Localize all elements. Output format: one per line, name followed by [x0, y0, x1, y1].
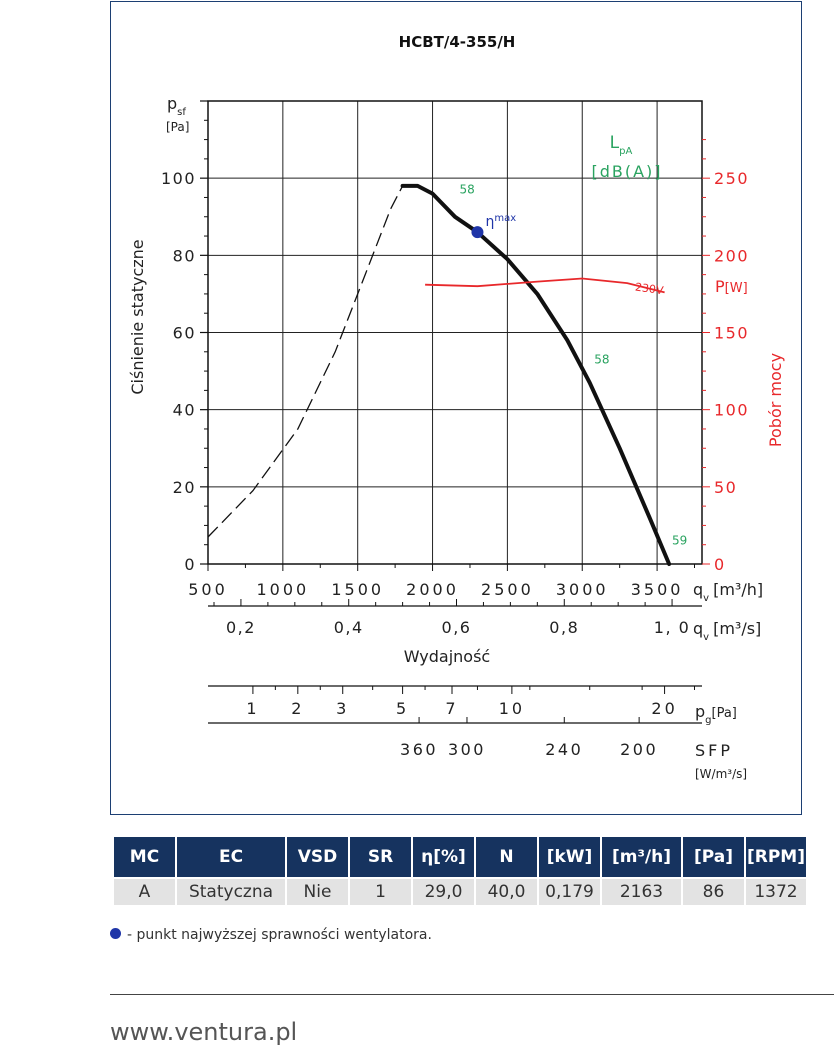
sfp-tick-label: 200	[620, 740, 658, 759]
pg-unit-label: [Pa]	[712, 706, 737, 721]
lpa-point-label: 58	[459, 183, 474, 197]
y-tick-label: 80	[173, 246, 196, 265]
series-fan-curve-line	[400, 183, 672, 566]
x-tick-label: 2500	[481, 580, 534, 599]
x2-unit-label: [m³/s]	[713, 619, 761, 638]
sfp-tick-label: 240	[545, 740, 583, 759]
legend-note-text: - punkt najwyższej sprawności wentylator…	[127, 927, 432, 943]
sfp-tick-label: 360	[400, 740, 438, 759]
pg-tick-label: 20	[651, 699, 677, 718]
cell-efficiency: 29,0	[413, 879, 474, 905]
lpa-point-label: 58	[594, 352, 609, 366]
table-header-row: MC EC VSD SR η[%] N [kW] [m³/h] [Pa] [RP…	[114, 837, 806, 877]
y-tick-label: 40	[173, 401, 196, 420]
y-unit-subscript: sf	[177, 107, 186, 118]
col-header-kw: [kW]	[539, 837, 600, 877]
col-header-flow: [m³/h]	[602, 837, 681, 877]
y-axis-title: Ciśnienie statyczne	[128, 239, 147, 394]
y-unit-label: [Pa]	[166, 120, 189, 134]
cell-vsd: Nie	[287, 879, 348, 905]
col-header-vsd: VSD	[287, 837, 348, 877]
col-header-sr: SR	[350, 837, 411, 877]
footer-divider	[110, 994, 834, 995]
pg-tick-label: 7	[445, 699, 458, 718]
power-tick-label: 0	[714, 555, 726, 574]
series-unstable-region-line	[207, 185, 404, 538]
y-unit-symbol: psf	[167, 94, 186, 118]
footer-url: www.ventura.pl	[110, 1018, 298, 1046]
fan-performance-chart-frame: HCBT/4-355/H 0 20 40 60 80 100 psf [Pa] Ciśnienie…	[110, 1, 802, 815]
col-header-rpm: [RPM]	[746, 837, 806, 877]
pg-tick-label: 3	[336, 699, 349, 718]
pg-tick-label: 5	[396, 699, 409, 718]
pg-tick-label: 10	[499, 699, 525, 718]
col-header-mc: MC	[114, 837, 175, 877]
cell-n: 40,0	[476, 879, 537, 905]
x-unit-subscript: v	[703, 593, 709, 604]
power-tick-label: 200	[714, 246, 749, 265]
power-tick-label: 50	[714, 478, 737, 497]
fan-specification-table: MC EC VSD SR η[%] N [kW] [m³/h] [Pa] [RP…	[112, 837, 808, 905]
power-tick-label: 250	[714, 169, 749, 188]
y-tick-label: 100	[161, 169, 196, 188]
x2-tick-label: 0,2	[226, 618, 256, 637]
x-tick-label: 3000	[556, 580, 609, 599]
lpa-label: LpA	[610, 133, 633, 157]
x2-tick-label: 0,8	[549, 618, 579, 637]
fan-performance-chart: HCBT/4-355/H020406080100psf[Pa]Ciśnienie…	[128, 33, 785, 781]
x-unit-symbol: qv [m³/h]	[693, 580, 763, 604]
pg-unit-symbol: pg[Pa]	[695, 702, 737, 726]
pg-unit-subscript: g	[705, 715, 711, 726]
cell-sr: 1	[350, 879, 411, 905]
power-tick-label: 150	[714, 324, 749, 343]
power-unit-symbol: P[W]	[715, 277, 748, 296]
pg-tick-label: 2	[291, 699, 304, 718]
cell-rpm: 1372	[746, 879, 806, 905]
cell-pa: 86	[683, 879, 744, 905]
power-tick-label: 100	[714, 401, 749, 420]
x-tick-label: 3500	[631, 580, 684, 599]
table-row: A Statyczna Nie 1 29,0 40,0 0,179 2163 8…	[114, 879, 806, 905]
pg-tick-label: 1	[246, 699, 259, 718]
eta-max-label: ηmax	[485, 213, 516, 231]
series-power-label: 230V	[634, 280, 665, 297]
x2-unit-subscript: v	[703, 632, 709, 643]
lpa-point-label: 59	[672, 534, 687, 548]
sfp-unit-label-secondary: [W/m³/s]	[695, 767, 747, 781]
sfp-tick-label: 300	[448, 740, 486, 759]
eta-max-point	[471, 226, 484, 239]
x-axis-title: Wydajność	[404, 647, 490, 666]
col-header-pa: [Pa]	[683, 837, 744, 877]
cell-mc: A	[114, 879, 175, 905]
eta-max-subscript: max	[494, 213, 516, 224]
cell-flow: 2163	[602, 879, 681, 905]
x2-unit-symbol: qv [m³/s]	[693, 619, 761, 643]
y-tick-label: 20	[173, 478, 196, 497]
x2-tick-label: 1, 0	[654, 618, 691, 637]
power-unit-label: [W]	[725, 281, 748, 296]
lpa-subscript: pA	[619, 146, 632, 157]
eta-max-dot-icon	[110, 928, 121, 939]
col-header-efficiency: η[%]	[413, 837, 474, 877]
chart-title: HCBT/4-355/H	[399, 33, 516, 51]
sfp-unit-label: SFP	[695, 741, 733, 760]
x-tick-label: 500	[188, 580, 228, 599]
x-tick-label: 1500	[331, 580, 384, 599]
y-tick-label: 0	[184, 555, 196, 574]
x-tick-label: 2000	[406, 580, 459, 599]
power-axis-title: Pobór mocy	[766, 353, 785, 447]
series-power-line	[425, 277, 665, 294]
cell-ec: Statyczna	[177, 879, 285, 905]
y-tick-label: 60	[173, 324, 196, 343]
cell-kw: 0,179	[539, 879, 600, 905]
legend-note: - punkt najwyższej sprawności wentylator…	[110, 927, 432, 943]
col-header-n: N	[476, 837, 537, 877]
col-header-ec: EC	[177, 837, 285, 877]
lpa-unit: [dB(A)]	[591, 162, 662, 181]
x-tick-label: 1000	[256, 580, 309, 599]
x2-tick-label: 0,6	[442, 618, 472, 637]
x-unit-label: [m³/h]	[713, 580, 763, 599]
x2-tick-label: 0,4	[334, 618, 364, 637]
